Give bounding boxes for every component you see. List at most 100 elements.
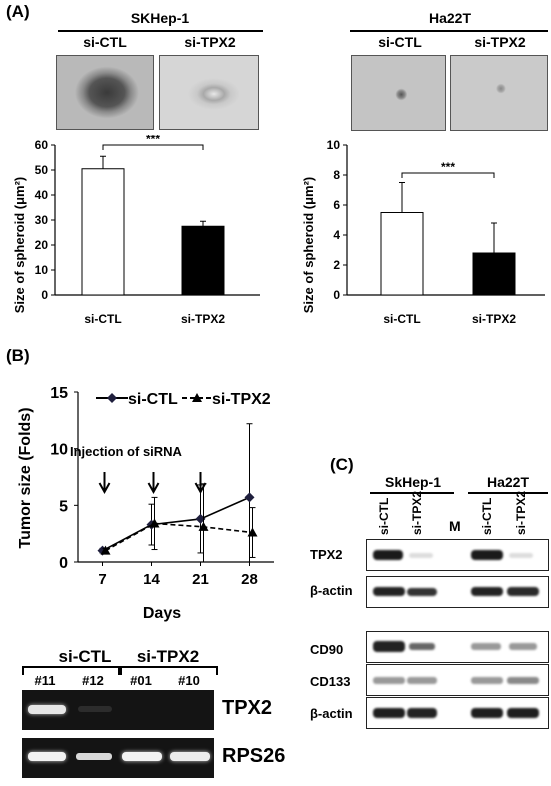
bar-chart-ha22t: Size of spheroid (μm²) 0 2 4 6 8 10 si-CTL si-T… bbox=[301, 138, 545, 326]
cell-line-skhep1-c: SkHep-1 bbox=[384, 474, 442, 490]
gel-row-label-tpx2: TPX2 bbox=[222, 697, 273, 719]
x-tick-label: 7 bbox=[98, 571, 106, 588]
y-tick-label: 8 bbox=[333, 168, 340, 182]
gel-group-bracket-sictl bbox=[22, 666, 122, 675]
x-axis-label: Days bbox=[143, 605, 181, 622]
bar-si-tpx2 bbox=[181, 225, 225, 296]
data-point-si-tpx2 bbox=[247, 527, 258, 537]
data-point-si-tpx2 bbox=[149, 518, 160, 528]
x-tick-label: si-CTL bbox=[84, 312, 121, 326]
wb-band bbox=[507, 677, 539, 684]
header-underline-ha22t bbox=[350, 30, 548, 32]
y-tick-label: 50 bbox=[35, 163, 49, 177]
gel-group-sitpx2: si-TPX2 bbox=[136, 647, 200, 666]
wb-band bbox=[507, 708, 539, 718]
y-tick-label: 4 bbox=[333, 228, 340, 242]
x-tick-label: si-CTL bbox=[383, 312, 420, 326]
gel-sample-11: #11 bbox=[34, 673, 56, 688]
bar-chart-skhep1: Size of spheroid (μm²) 0 10 20 30 40 50 60 si-C… bbox=[12, 135, 260, 326]
group-label-sictl-right: si-CTL bbox=[378, 34, 422, 50]
wb-band bbox=[407, 677, 437, 684]
legend-label-sictl: si-CTL bbox=[128, 391, 178, 408]
gel-band bbox=[122, 752, 162, 761]
wb-row-label-cd90: CD90 bbox=[310, 642, 344, 657]
injection-annotation: Injection of siRNA bbox=[70, 444, 183, 459]
wb-band bbox=[507, 587, 539, 596]
injection-arrow-head bbox=[98, 482, 111, 495]
wb-blot-bactin-1 bbox=[366, 576, 549, 608]
y-tick-label: 0 bbox=[41, 288, 48, 302]
group-label-sictl-left: si-CTL bbox=[83, 34, 127, 50]
group-label-sitpx2-left: si-TPX2 bbox=[184, 34, 236, 50]
wb-band bbox=[407, 588, 437, 596]
wb-band bbox=[407, 708, 437, 718]
wb-band bbox=[409, 643, 435, 650]
header-underline-skhep1 bbox=[58, 30, 263, 32]
y-axis-label: Tumor size (Folds) bbox=[17, 407, 34, 548]
y-axis-label: Size of spheroid (μm²) bbox=[12, 177, 27, 314]
lane-label-sitpx2-1: si-TPX2 bbox=[410, 490, 424, 535]
y-tick-label: 15 bbox=[50, 385, 68, 402]
x-tick-label: 14 bbox=[143, 571, 160, 588]
gel-sample-01: #01 bbox=[130, 673, 152, 688]
gel-sample-12: #12 bbox=[82, 673, 104, 688]
y-tick-label: 10 bbox=[35, 263, 49, 277]
wb-band bbox=[373, 641, 405, 652]
x-tick-label: 28 bbox=[241, 571, 258, 588]
spheroid-photo-ha22t-sitpx2 bbox=[450, 55, 548, 131]
y-axis-label: Size of spheroid (μm²) bbox=[301, 177, 316, 314]
y-tick-label: 0 bbox=[333, 288, 340, 302]
x-tick-label: si-TPX2 bbox=[181, 312, 225, 326]
series-line-si-ctl bbox=[102, 496, 250, 552]
lane-label-marker: M bbox=[449, 518, 461, 534]
gel-image-rps26 bbox=[22, 738, 214, 778]
cell-line-skhep1: SKHep-1 bbox=[130, 10, 190, 26]
wb-band bbox=[409, 553, 433, 558]
wb-band bbox=[471, 677, 503, 684]
y-tick-label: 40 bbox=[35, 188, 49, 202]
wb-row-label-tpx2: TPX2 bbox=[310, 547, 343, 562]
bar-si-tpx2 bbox=[472, 252, 516, 296]
injection-arrow-head bbox=[147, 482, 160, 495]
wb-band bbox=[509, 643, 537, 650]
x-tick-label: si-TPX2 bbox=[472, 312, 516, 326]
spheroid-photo-skhep1-sictl bbox=[56, 55, 154, 130]
cell-line-ha22t: Ha22T bbox=[428, 10, 472, 26]
cell-line-underline-skhep1 bbox=[370, 492, 454, 494]
bar-si-ctl bbox=[380, 212, 424, 296]
y-tick-label: 5 bbox=[59, 498, 68, 515]
y-tick-label: 6 bbox=[333, 198, 340, 212]
y-tick-label: 10 bbox=[327, 138, 341, 152]
spheroid-photo-ha22t-sictl bbox=[351, 55, 446, 131]
lane-label-sitpx2-2: si-TPX2 bbox=[514, 490, 528, 535]
panel-a-label: (A) bbox=[6, 2, 30, 21]
y-tick-label: 20 bbox=[35, 238, 49, 252]
wb-band bbox=[373, 677, 405, 684]
spheroid-photo-skhep1-sitpx2 bbox=[159, 55, 259, 130]
wb-row-label-bactin-2: β-actin bbox=[310, 706, 353, 721]
gel-band bbox=[78, 706, 112, 712]
wb-row-label-cd133: CD133 bbox=[310, 674, 351, 689]
gel-group-sictl: si-CTL bbox=[58, 647, 112, 666]
panel-c-label: (C) bbox=[330, 455, 354, 474]
significance-bracket bbox=[102, 144, 204, 150]
wb-band bbox=[373, 587, 405, 596]
gel-row-label-rps26: RPS26 bbox=[222, 745, 286, 767]
legend-marker-sitpx2 bbox=[192, 393, 202, 402]
wb-row-label-bactin-1: β-actin bbox=[310, 583, 353, 598]
wb-blot-cd133 bbox=[366, 664, 549, 696]
gel-band bbox=[28, 705, 66, 714]
gel-band bbox=[76, 753, 112, 760]
group-label-sitpx2-right: si-TPX2 bbox=[474, 34, 526, 50]
wb-blot-cd90 bbox=[366, 631, 549, 663]
gel-group-bracket-sitpx2 bbox=[118, 666, 218, 675]
wb-band bbox=[509, 553, 533, 558]
y-tick-label: 2 bbox=[333, 258, 340, 272]
cell-line-underline-ha22t bbox=[468, 492, 548, 494]
bar-si-ctl bbox=[81, 168, 125, 296]
significance-marker: *** bbox=[146, 135, 160, 146]
gel-image-tpx2 bbox=[22, 690, 214, 730]
series-line-si-tpx2 bbox=[105, 522, 253, 552]
lane-label-sictl-2: si-CTL bbox=[480, 497, 494, 535]
wb-band bbox=[373, 708, 405, 718]
